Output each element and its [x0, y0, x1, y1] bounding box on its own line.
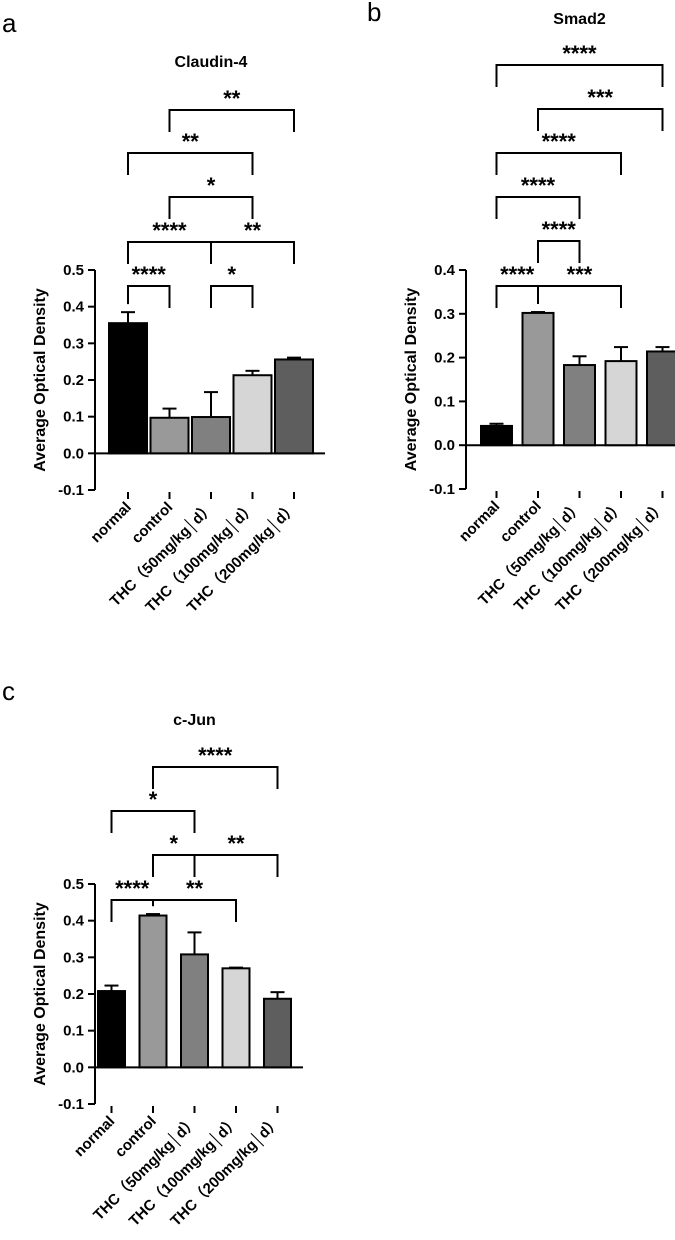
significance-bracket — [127, 241, 212, 264]
significance-bracket — [152, 766, 279, 789]
significance-label: ** — [186, 876, 204, 901]
y-tick-label: 0.5 — [63, 876, 84, 893]
y-axis-label: Average Optical Density — [403, 288, 420, 472]
x-tick-label: normal — [456, 498, 503, 545]
significance-label: **** — [562, 41, 597, 66]
y-tick-label: 0.2 — [63, 986, 84, 1003]
significance-label: **** — [542, 217, 577, 242]
significance-bracket — [193, 854, 279, 877]
panel-b: b Smad2 -0.1 0.0 0.1 0.2 0.3 0.4 Average Optical… — [367, 0, 675, 616]
significance-bracket — [495, 152, 622, 175]
significance-bracket — [210, 241, 295, 264]
panel-c: c c-Jun -0.1 0.0 0.1 0.2 0.3 0.4 0.5 Average Opti… — [2, 676, 303, 1231]
bar-0 — [480, 424, 513, 447]
y-tick-label: 0.3 — [63, 335, 84, 352]
significance-label: **** — [132, 262, 167, 287]
bar-1 — [149, 416, 190, 455]
significance-label: *** — [567, 262, 593, 287]
x-tick-label: normal — [71, 1113, 118, 1160]
y-tick-label: 0.0 — [63, 1059, 84, 1076]
y-tick-label: -0.1 — [58, 482, 84, 499]
panel-label: c — [2, 676, 15, 706]
significance-bracket — [152, 899, 237, 922]
bar-4 — [263, 997, 292, 1069]
bar-2 — [191, 416, 231, 455]
significance-label: * — [169, 831, 178, 856]
y-tick-label: -0.1 — [58, 1096, 84, 1113]
bar-1 — [138, 914, 168, 1069]
y-tick-label: 0.2 — [63, 372, 84, 389]
x-tick-label: normal — [87, 499, 134, 546]
bar-4 — [646, 350, 675, 447]
bar-3 — [232, 374, 273, 455]
bar-0 — [108, 322, 148, 455]
significance-bracket — [127, 152, 254, 175]
significance-label: **** — [152, 218, 187, 243]
bar-1 — [521, 311, 555, 447]
significance-label: **** — [542, 129, 577, 154]
y-tick-label: 0.4 — [434, 262, 456, 279]
significance-bracket — [495, 285, 539, 308]
panel-label: a — [2, 8, 17, 38]
significance-bracket — [537, 108, 664, 131]
significance-bracket — [110, 810, 196, 833]
significance-bracket — [495, 64, 664, 87]
panel-label: b — [367, 0, 381, 27]
panel-a: a Claudin-4 -0.1 0.0 0.1 0.2 0.3 0.4 0.5 Average … — [2, 8, 325, 617]
significance-bracket — [168, 109, 295, 132]
significance-bracket — [495, 196, 581, 219]
y-tick-label: -0.1 — [429, 481, 455, 498]
significance-bracket — [537, 240, 581, 263]
chart-title: c-Jun — [173, 712, 216, 729]
significance-label: **** — [198, 743, 233, 768]
significance-label: ** — [227, 831, 245, 856]
y-tick-label: 0.3 — [434, 306, 455, 323]
y-tick-label: 0.3 — [63, 949, 84, 966]
y-tick-label: 0.4 — [63, 913, 85, 930]
y-tick-label: 0.0 — [434, 437, 455, 454]
significance-label: ** — [182, 129, 200, 154]
significance-bracket — [152, 854, 196, 877]
significance-bracket — [210, 285, 254, 308]
y-tick-label: 0.1 — [434, 393, 455, 410]
significance-label: **** — [500, 262, 535, 287]
y-axis-label: Average Optical Density — [32, 288, 49, 472]
chart-title: Claudin-4 — [175, 54, 248, 71]
bar-3 — [604, 360, 638, 447]
significance-label: * — [207, 173, 216, 198]
bar-4 — [274, 358, 314, 455]
y-tick-label: 0.2 — [434, 350, 455, 367]
bar-3 — [221, 967, 251, 1069]
y-tick-label: 0.4 — [63, 299, 85, 316]
significance-bracket — [537, 285, 622, 308]
significance-label: **** — [115, 876, 150, 901]
significance-label: * — [227, 262, 236, 287]
y-tick-label: 0.0 — [63, 445, 84, 462]
bar-2 — [180, 953, 209, 1069]
significance-bracket — [168, 196, 254, 219]
significance-label: * — [149, 787, 158, 812]
significance-bracket — [127, 285, 171, 308]
y-tick-label: 0.1 — [63, 409, 84, 426]
significance-label: ** — [223, 86, 241, 111]
significance-label: ** — [244, 218, 262, 243]
y-tick-label: 0.1 — [63, 1023, 84, 1040]
significance-label: **** — [521, 173, 556, 198]
bar-0 — [97, 990, 126, 1069]
y-axis-label: Average Optical Density — [32, 902, 49, 1086]
significance-label: *** — [587, 85, 613, 110]
chart-title: Smad2 — [553, 11, 606, 28]
y-tick-label: 0.5 — [63, 262, 84, 279]
bar-2 — [563, 364, 596, 447]
